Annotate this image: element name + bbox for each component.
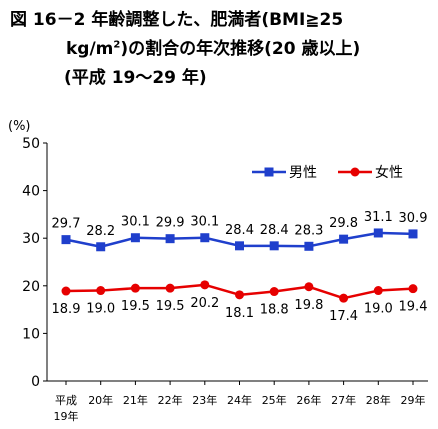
- data-label: 18.9: [52, 302, 81, 317]
- x-tick-label: 24年: [227, 393, 252, 407]
- data-point-male: [235, 241, 244, 251]
- title-line-2-start: kg/m: [66, 39, 114, 59]
- data-point-female: [408, 284, 418, 294]
- x-tick-label: 25年: [262, 393, 287, 407]
- x-tick-label: 23年: [192, 393, 217, 407]
- x-tick-label: 28年: [366, 393, 391, 407]
- data-label: 31.1: [364, 210, 393, 225]
- data-label: 19.8: [294, 298, 323, 313]
- chart-title: 図 16－2 年齢調整した、肥満者(BMI≧25 kg/m2)の割合の年次推移(…: [10, 6, 430, 93]
- data-label: 30.1: [121, 215, 150, 230]
- y-tick-label: 20: [22, 279, 40, 295]
- legend-marker-female: [350, 167, 360, 177]
- data-label: 18.8: [260, 303, 289, 318]
- legend-label: 女性: [375, 164, 403, 181]
- data-point-male: [200, 233, 210, 243]
- y-tick-label: 40: [22, 184, 40, 200]
- title-line-2: kg/m2)の割合の年次推移(20 歳以上): [10, 35, 430, 64]
- data-point-male: [269, 241, 279, 251]
- x-tick-label: 20年: [88, 393, 113, 407]
- x-tick-label: 21年: [123, 393, 148, 407]
- data-label: 18.1: [225, 306, 254, 321]
- data-label: 30.1: [190, 215, 219, 230]
- title-superscript: 2: [113, 39, 121, 51]
- data-point-male: [96, 242, 106, 252]
- data-label: 19.5: [121, 299, 150, 314]
- data-label: 29.8: [329, 216, 358, 231]
- data-point-female: [269, 287, 279, 297]
- x-tick-label: 19年: [54, 409, 79, 423]
- data-label: 28.3: [294, 223, 323, 238]
- data-label: 30.9: [399, 211, 428, 226]
- data-point-female: [96, 286, 106, 296]
- data-point-female: [339, 293, 349, 303]
- data-label: 28.4: [260, 223, 289, 238]
- data-point-female: [61, 286, 71, 296]
- data-label: 28.4: [225, 223, 254, 238]
- data-point-female: [235, 290, 244, 300]
- y-tick-label: 0: [31, 374, 40, 390]
- x-tick-label: 27年: [331, 393, 356, 407]
- data-point-male: [165, 234, 175, 244]
- data-label: 19.5: [156, 299, 185, 314]
- data-point-female: [130, 283, 140, 293]
- data-point-male: [304, 241, 314, 251]
- x-tick-label: 平成: [55, 394, 77, 407]
- data-label: 19.0: [86, 302, 115, 317]
- data-label: 17.4: [329, 309, 358, 324]
- y-tick-label: 10: [22, 326, 40, 342]
- y-tick-label: 30: [22, 231, 40, 247]
- data-point-female: [373, 286, 383, 296]
- data-point-male: [408, 229, 418, 239]
- data-point-female: [304, 282, 314, 292]
- y-tick-label: 50: [22, 136, 40, 152]
- legend-label: 男性: [289, 165, 317, 181]
- data-point-male: [61, 235, 71, 245]
- data-point-male: [373, 228, 383, 238]
- y-axis-unit-label: (%): [8, 119, 31, 134]
- data-label: 29.9: [156, 216, 185, 231]
- data-label: 29.7: [52, 217, 81, 232]
- title-line-2-end: )の割合の年次推移(20 歳以上): [120, 39, 361, 59]
- data-point-male: [130, 233, 140, 243]
- x-tick-label: 26年: [296, 393, 321, 407]
- title-line-3: (平成 19～29 年): [64, 68, 207, 88]
- data-point-female: [165, 283, 175, 293]
- data-label: 19.4: [399, 300, 428, 315]
- x-tick-label: 29年: [401, 393, 426, 407]
- data-point-male: [339, 234, 349, 244]
- data-label: 19.0: [364, 302, 393, 317]
- title-line-1: 図 16－2 年齢調整した、肥満者(BMI≧25: [10, 10, 344, 30]
- x-tick-label: 22年: [158, 393, 183, 407]
- data-label: 20.2: [190, 296, 219, 311]
- data-point-female: [200, 280, 210, 290]
- legend-marker-male: [264, 167, 274, 177]
- data-label: 28.2: [86, 224, 115, 239]
